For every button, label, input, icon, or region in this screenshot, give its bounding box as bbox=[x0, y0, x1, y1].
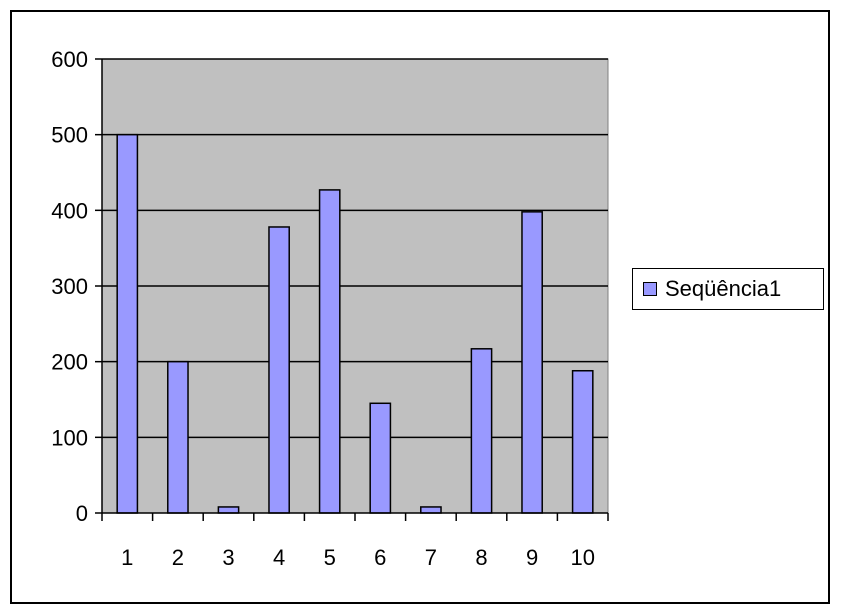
legend: Seqüência1 bbox=[632, 268, 824, 310]
x-tick-label: 1 bbox=[121, 545, 133, 570]
y-tick-label: 100 bbox=[51, 425, 88, 450]
axes bbox=[95, 58, 609, 521]
x-tick-label: 2 bbox=[172, 545, 184, 570]
bar bbox=[521, 211, 543, 514]
legend-label: Seqüência1 bbox=[665, 276, 782, 301]
x-tick-label: 7 bbox=[425, 545, 437, 570]
bar bbox=[318, 189, 341, 514]
x-tick-label: 9 bbox=[526, 545, 538, 570]
bar bbox=[217, 506, 240, 514]
x-tick-label: 4 bbox=[273, 545, 285, 570]
x-tick-labels: 1 2 3 4 5 6 7 8 9 10 bbox=[121, 545, 595, 570]
bar bbox=[116, 133, 139, 514]
x-tick-label: 8 bbox=[475, 545, 487, 570]
x-tick-label: 6 bbox=[374, 545, 386, 570]
y-tick-label: 400 bbox=[51, 198, 88, 223]
y-tick-label: 0 bbox=[76, 501, 88, 526]
bar bbox=[369, 402, 392, 514]
x-tick-label: 10 bbox=[570, 545, 594, 570]
y-tick-label: 300 bbox=[51, 274, 88, 299]
y-tick-label: 200 bbox=[51, 350, 88, 375]
legend-swatch bbox=[643, 282, 657, 296]
bar bbox=[470, 348, 493, 514]
y-tick-label: 500 bbox=[51, 123, 88, 148]
bar bbox=[571, 369, 594, 514]
y-tick-labels: 0 100 200 300 400 500 600 bbox=[51, 47, 88, 526]
bar bbox=[420, 506, 442, 514]
y-tick-label: 600 bbox=[51, 47, 88, 72]
x-tick-label: 5 bbox=[324, 545, 336, 570]
bar bbox=[167, 360, 189, 514]
bar bbox=[268, 226, 290, 514]
x-tick-label: 3 bbox=[222, 545, 234, 570]
